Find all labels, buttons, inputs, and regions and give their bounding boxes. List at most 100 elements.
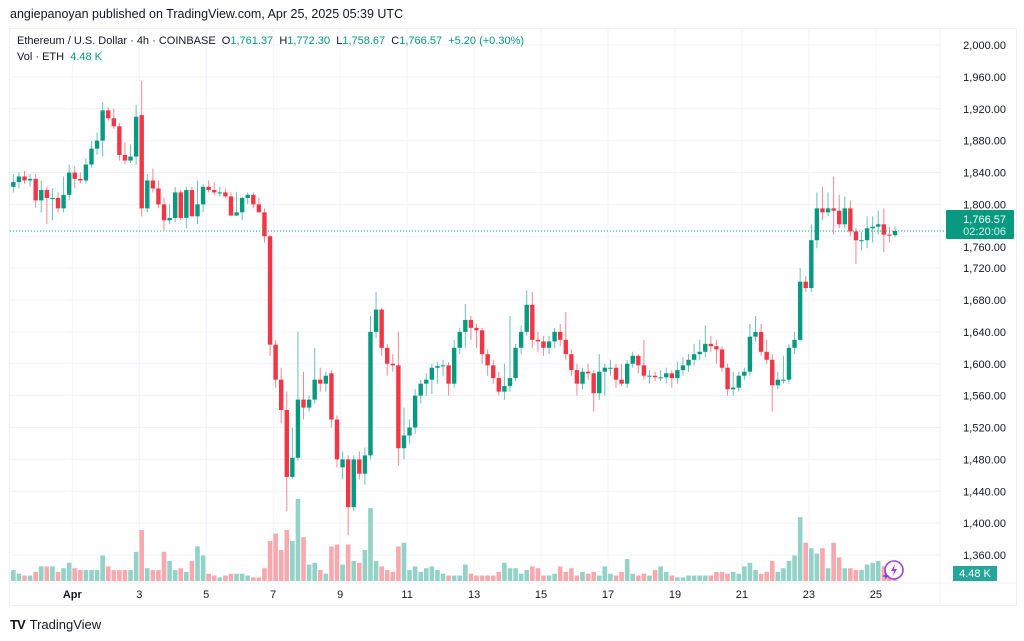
candle [775, 371, 781, 390]
volume-bar [675, 577, 680, 581]
volume-bar [156, 570, 161, 581]
volume-bar [502, 562, 507, 581]
volume-bar [714, 571, 719, 581]
candle [100, 102, 105, 157]
candle [312, 347, 317, 404]
volume-bar [290, 540, 295, 581]
candle [16, 172, 22, 189]
candle-body [11, 182, 16, 187]
candle-body [546, 341, 552, 348]
candle-body [39, 190, 44, 201]
candle [797, 268, 803, 342]
lightning-icon[interactable] [882, 560, 904, 580]
countdown-text: 02:20:06 [963, 226, 1006, 238]
volume-bar [630, 573, 636, 581]
symbol-title[interactable]: Ethereum / U.S. Dollar · 4h · COINBASE [17, 35, 216, 47]
candle-body [318, 379, 323, 384]
candle [412, 389, 418, 434]
volume-bar [312, 562, 317, 581]
candle-body [424, 379, 429, 384]
volume-bar [781, 568, 786, 581]
candle-body [306, 399, 312, 408]
candle [820, 186, 825, 221]
volume-bar [702, 575, 708, 581]
candle [664, 367, 669, 384]
candle [491, 359, 496, 384]
volume-bar [753, 570, 758, 581]
open-label: O [221, 35, 231, 47]
candle [630, 351, 635, 368]
candle-body [691, 354, 697, 360]
candle [546, 335, 552, 355]
candle-body [55, 198, 61, 209]
candle-body [558, 331, 563, 340]
date-tick-label: 21 [736, 589, 748, 601]
candle [591, 370, 596, 412]
candle-body [803, 281, 808, 289]
price-axis: 2,000.00 1,960.00 1,920.00 1,880.00 1,840.00… [963, 40, 1006, 562]
volume-bar [663, 571, 669, 581]
candle-body [83, 164, 89, 181]
candle [675, 362, 680, 384]
candle-body [345, 459, 351, 508]
candle [569, 349, 574, 376]
candle-body [200, 186, 206, 205]
candle-body [133, 116, 139, 157]
candle-body [111, 118, 116, 127]
candle-body [440, 365, 446, 367]
volume-bar [412, 566, 418, 581]
chart-frame [9, 28, 1017, 606]
candle-body [351, 459, 356, 508]
published-by-header: angiepanoyan published on TradingView.co… [10, 7, 404, 21]
volume-bar [608, 573, 613, 581]
volume-bar [742, 566, 747, 581]
candle-body [379, 309, 384, 348]
volume-bar [691, 575, 697, 581]
volume-bar [429, 566, 435, 581]
volume-bar [396, 546, 401, 581]
last-price-tag: 1,766.57 02:20:06 [946, 210, 1014, 239]
candle-body [145, 180, 150, 209]
candle-body [279, 379, 284, 410]
volume-bar [33, 571, 38, 581]
candle [457, 327, 462, 355]
volume-label[interactable]: Vol · ETH [17, 51, 65, 63]
candle-body [256, 204, 262, 213]
candle-body [580, 371, 585, 384]
candle-body [870, 226, 875, 229]
candle [708, 335, 714, 352]
volume-bar [769, 560, 775, 581]
candle [530, 292, 535, 348]
candle-body [122, 154, 128, 161]
volume-bar [524, 570, 530, 581]
volume-bar [719, 571, 725, 581]
candle-body [396, 365, 401, 449]
volume-row: Vol · ETH 4.48 K [17, 49, 524, 65]
candle-body [491, 365, 496, 379]
volume-bar [853, 570, 859, 581]
volume-bar [139, 529, 144, 581]
candle [128, 144, 133, 163]
volume-bar [507, 568, 513, 581]
date-tick-label: 7 [270, 589, 276, 601]
candle [697, 339, 702, 360]
volume-bar [775, 571, 781, 581]
candle [345, 455, 351, 536]
volume-bar [792, 555, 797, 581]
price-tick-label: 1,800.00 [963, 199, 1006, 211]
candle [585, 363, 591, 380]
candle [156, 180, 161, 209]
volume-bar [256, 577, 262, 581]
candle [117, 123, 122, 161]
candle [55, 192, 61, 213]
volume-bar [295, 499, 301, 581]
candle-body [758, 331, 764, 352]
candle-body [764, 351, 769, 360]
candle-body [535, 339, 541, 342]
volume-bar [373, 560, 379, 581]
candle-body [340, 459, 345, 468]
candle-body [591, 373, 596, 394]
footer-brand[interactable]: TV TradingView [10, 617, 101, 632]
high-value: 1,772.30 [287, 35, 331, 47]
